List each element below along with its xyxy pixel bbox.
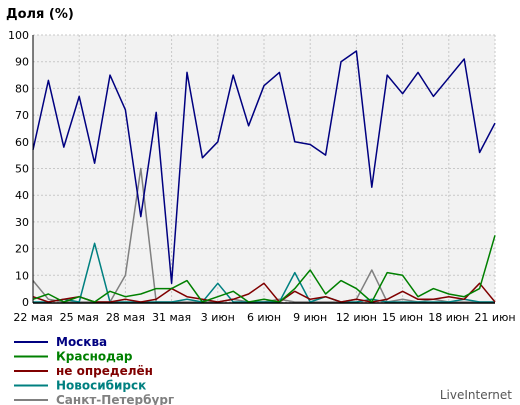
- x-tick-label: 25 мая: [60, 311, 99, 324]
- x-tick-label: 22 мая: [13, 311, 52, 324]
- x-tick-label: 15 июн: [382, 311, 423, 324]
- y-tick-label: 70: [15, 109, 29, 122]
- gridlines: [32, 34, 496, 303]
- x-tick-label: 3 июн: [201, 311, 235, 324]
- x-tick-label: 31 мая: [152, 311, 191, 324]
- legend-label: Краснодар: [56, 350, 133, 364]
- x-axis-ticks: 22 мая 25 мая 28 мая 31 мая 3 июн 6 июн 9 июн 1…: [13, 311, 515, 324]
- x-tick-label: 6 июн: [247, 311, 281, 324]
- y-tick-label: 90: [15, 56, 29, 69]
- legend-label: не определён: [56, 364, 153, 378]
- y-tick-label: 60: [15, 136, 29, 149]
- y-tick-label: 100: [8, 29, 29, 42]
- series-lines: [32, 50, 496, 303]
- series-line-Краснодар: [32, 235, 496, 303]
- y-axis-ticks: 0 10 20 30 40 50 60 70 80 90 100: [8, 29, 29, 309]
- legend-label: Санкт-Петербург: [56, 393, 174, 405]
- series-line-не определён: [32, 282, 496, 303]
- x-tick-label: 9 июн: [293, 311, 327, 324]
- y-tick-label: 80: [15, 82, 29, 95]
- y-tick-label: 30: [15, 216, 29, 229]
- legend-label: Новосибирск: [56, 379, 146, 393]
- y-tick-label: 50: [15, 163, 29, 176]
- x-tick-label: 28 мая: [106, 311, 145, 324]
- x-tick-label: 18 июн: [428, 311, 469, 324]
- axes: [32, 35, 495, 304]
- x-tick-label: 21 июн: [474, 311, 515, 324]
- y-tick-label: 20: [15, 243, 29, 256]
- liveinternet-watermark: LiveInternet: [440, 388, 512, 402]
- x-tick-label: 12 июн: [336, 311, 377, 324]
- y-tick-label: 40: [15, 189, 29, 202]
- y-axis-title: Доля (%): [6, 7, 74, 22]
- series-line-Москва: [32, 50, 496, 285]
- y-tick-label: 10: [15, 269, 29, 282]
- y-tick-label: 0: [22, 296, 29, 309]
- legend-label: Москва: [56, 335, 107, 349]
